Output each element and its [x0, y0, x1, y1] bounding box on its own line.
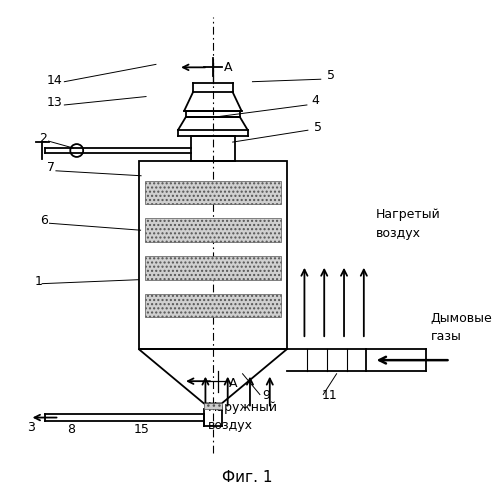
Text: 6: 6	[41, 214, 49, 228]
Text: 2: 2	[40, 132, 48, 145]
Text: воздух: воздух	[376, 226, 421, 239]
Text: газы: газы	[431, 330, 461, 343]
Text: 1: 1	[35, 274, 43, 287]
Bar	[145, 256, 281, 280]
Text: воздух: воздух	[208, 419, 253, 432]
Text: 4: 4	[312, 94, 320, 107]
Text: Фиг. 1: Фиг. 1	[222, 470, 273, 485]
Text: 5: 5	[314, 121, 322, 134]
Text: 5: 5	[327, 69, 335, 82]
Text: 9: 9	[262, 390, 270, 402]
Text: 14: 14	[47, 74, 63, 87]
Bar	[204, 404, 222, 409]
Bar	[139, 161, 287, 349]
Text: 7: 7	[47, 161, 55, 174]
Text: Наружный: Наружный	[208, 401, 278, 414]
Text: Нагретый: Нагретый	[376, 208, 441, 221]
Text: 15: 15	[134, 423, 149, 436]
Bar	[145, 294, 281, 318]
Text: 3: 3	[27, 420, 35, 434]
Bar	[145, 218, 281, 242]
Text: А: А	[224, 62, 232, 74]
Text: 11: 11	[322, 390, 338, 402]
Text: А: А	[229, 377, 237, 390]
Text: 8: 8	[67, 423, 75, 436]
Text: 13: 13	[47, 96, 63, 110]
Bar	[145, 180, 281, 204]
Text: Дымовые: Дымовые	[431, 312, 493, 325]
